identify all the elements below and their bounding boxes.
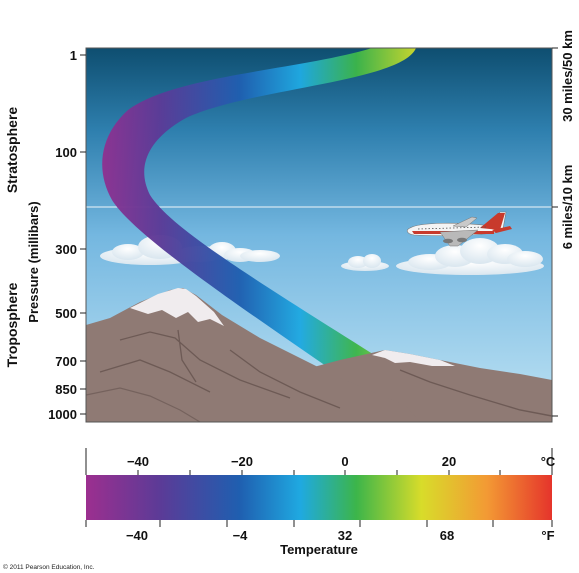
fahrenheit-tick-label: −40 <box>126 528 148 543</box>
celsius-tick-label: 20 <box>442 454 456 469</box>
plot-border <box>85 47 553 423</box>
celsius-tick-label: −20 <box>231 454 253 469</box>
copyright-text: © 2011 Pearson Education, Inc. <box>3 563 95 571</box>
fahrenheit-tick-label: −4 <box>233 528 249 543</box>
pressure-tick-label: 300 <box>55 242 77 257</box>
fahrenheit-tick-marks <box>85 520 553 527</box>
temperature-axis-title: Temperature <box>280 542 358 557</box>
celsius-tick-label: 0 <box>341 454 348 469</box>
pressure-tick-label: 700 <box>55 354 77 369</box>
pressure-tick-label: 100 <box>55 145 77 160</box>
altitude-label-30mi: 30 miles/50 km <box>560 30 575 122</box>
cloud-right <box>396 238 544 275</box>
celsius-tick-marks <box>137 470 501 475</box>
pressure-tick-label: 850 <box>55 382 77 397</box>
celsius-tick-label: −40 <box>127 454 149 469</box>
celsius-unit-label: °C <box>541 454 556 469</box>
troposphere-label: Troposphere <box>4 282 20 367</box>
altitude-label-6mi: 6 miles/10 km <box>560 165 575 250</box>
pressure-tick-label: 1000 <box>48 407 77 422</box>
fahrenheit-unit-label: °F <box>541 528 554 543</box>
pressure-tick-labels: 1 100 300 500 700 850 1000 <box>48 48 77 422</box>
fahrenheit-tick-label: 68 <box>440 528 454 543</box>
stratosphere-label: Stratosphere <box>4 107 20 194</box>
mountains <box>86 288 552 422</box>
altitude-axis-ticks <box>552 47 558 417</box>
fahrenheit-tick-label: 32 <box>338 528 352 543</box>
cloud-small <box>341 254 389 271</box>
temperature-profile-band <box>102 48 481 422</box>
temperature-scale: −40 −20 0 20 °C −40 −4 32 68 °F Temperat… <box>85 448 556 557</box>
temperature-gradient-bar <box>86 475 552 520</box>
pressure-tick-label: 500 <box>55 306 77 321</box>
airplane <box>406 211 512 247</box>
pressure-tick-label: 1 <box>70 48 77 63</box>
pressure-axis-ticks <box>80 54 86 415</box>
pressure-axis-title: Pressure (millibars) <box>26 201 41 322</box>
